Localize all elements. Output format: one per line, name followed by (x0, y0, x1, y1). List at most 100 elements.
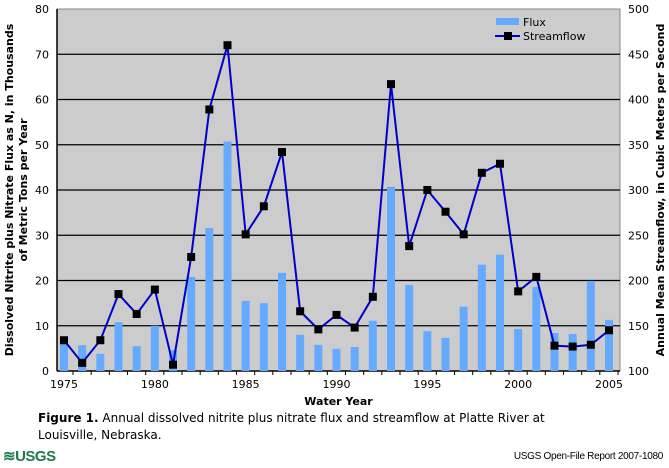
flux-bar (332, 348, 341, 371)
streamflow-marker (350, 323, 359, 332)
y-right-tick-label: 300 (628, 184, 649, 197)
streamflow-marker (114, 290, 123, 299)
x-tick-label: 1985 (232, 378, 260, 391)
streamflow-marker (314, 325, 323, 334)
flux-bar (387, 186, 395, 371)
streamflow-marker (223, 41, 232, 50)
y-right-axis-label: Annual Mean Streamflow, in Cubic Meters … (654, 24, 667, 357)
flux-bar (477, 264, 486, 371)
y-left-tick-label: 50 (35, 139, 49, 152)
streamflow-marker (405, 242, 414, 251)
flux-bar (96, 353, 105, 371)
flux-bar (259, 303, 268, 371)
usgs-logo: ≋USGS (3, 448, 56, 465)
streamflow-marker (550, 341, 559, 350)
streamflow-marker (259, 202, 268, 211)
flux-bar (368, 320, 377, 371)
x-tick-label: 1975 (50, 378, 78, 391)
y-right-tick-label: 350 (628, 139, 649, 152)
y-left-tick-label: 40 (35, 184, 49, 197)
flux-bar (496, 254, 504, 371)
y-left-axis-label-line2: of Metric Tons per Year (17, 118, 30, 262)
streamflow-marker (78, 358, 87, 367)
flux-bar (350, 347, 359, 371)
flux-bar (423, 331, 432, 371)
y-right-tick-label: 100 (628, 365, 649, 378)
flux-bar (586, 280, 595, 371)
flux-bar (132, 346, 141, 371)
y-left-tick-label: 0 (42, 365, 49, 378)
y-left-tick-label: 20 (35, 275, 49, 288)
x-tick-label: 1990 (323, 378, 351, 391)
legend-streamflow-label: Streamflow (523, 30, 585, 43)
streamflow-marker (368, 292, 377, 301)
streamflow-marker (532, 272, 541, 281)
figure-caption: Figure 1. Annual dissolved nitrite plus … (38, 410, 598, 444)
streamflow-marker (96, 336, 105, 345)
caption-label: Figure 1. (38, 411, 99, 425)
y-right-tick-label: 400 (628, 94, 649, 107)
y-right-tick-label: 150 (628, 320, 649, 333)
y-right-tick-label: 500 (628, 3, 649, 16)
flux-bar (532, 286, 541, 371)
x-tick-label: 1995 (413, 378, 441, 391)
streamflow-marker (241, 230, 250, 239)
y-left-axis-label-line1: Dissolved Nitrite plus Nitrate Flux as N… (3, 23, 16, 356)
flux-bar (314, 344, 323, 371)
streamflow-marker (296, 307, 305, 316)
streamflow-marker (514, 287, 523, 296)
flux-bar (60, 339, 68, 371)
flux-bar (514, 328, 523, 371)
y-left-tick-label: 70 (35, 48, 49, 61)
report-id: USGS Open-File Report 2007-1080 (513, 451, 663, 462)
streamflow-marker (332, 310, 341, 319)
flux-bar (459, 306, 468, 371)
y-left-tick-label: 10 (35, 320, 49, 333)
y-left-tick-label: 80 (35, 3, 49, 16)
flux-bar (296, 334, 305, 371)
flux-bar (223, 141, 232, 371)
streamflow-marker (459, 230, 468, 239)
flux-bar (187, 276, 196, 371)
streamflow-marker (441, 207, 450, 216)
x-tick-label: 1980 (141, 378, 169, 391)
legend-flux-swatch (496, 18, 519, 25)
streamflow-marker (568, 342, 577, 351)
flux-bar (150, 325, 159, 371)
y-right-tick-label: 450 (628, 48, 649, 61)
flux-bar (441, 337, 450, 371)
flux-bar (241, 300, 250, 371)
flux-bar (78, 345, 87, 371)
y-left-tick-label: 30 (35, 229, 49, 242)
streamflow-marker (278, 147, 286, 156)
y-right-tick-label: 250 (628, 229, 649, 242)
flux-bar (568, 333, 577, 371)
x-tick-label: 2005 (595, 378, 623, 391)
streamflow-marker (586, 340, 595, 349)
y-right-tick-label: 200 (628, 275, 649, 288)
legend-streamflow-marker (504, 32, 512, 40)
streamflow-marker (60, 336, 68, 345)
x-axis-label: Water Year (304, 395, 373, 408)
streamflow-marker (187, 252, 196, 261)
flux-bar (205, 228, 214, 371)
legend-flux-label: Flux (523, 16, 546, 29)
streamflow-marker (423, 186, 432, 194)
flux-bar (405, 285, 414, 371)
y-left-tick-label: 60 (35, 94, 49, 107)
streamflow-marker (150, 285, 159, 294)
flux-bar (278, 272, 286, 371)
streamflow-marker (205, 105, 214, 114)
x-tick-label: 2000 (504, 378, 532, 391)
flux-bar (114, 322, 123, 371)
streamflow-marker (132, 309, 141, 318)
flux-bar (550, 332, 559, 371)
flux-bar (605, 319, 613, 371)
streamflow-marker (387, 80, 395, 89)
chart: 0 10 20 30 40 50 60 70 80 100 150 200 250 300 350 400 45… (3, 3, 667, 408)
caption-text: Annual dissolved nitrite plus nitrate fl… (38, 411, 545, 442)
streamflow-marker (496, 159, 504, 168)
streamflow-marker (477, 168, 486, 177)
streamflow-marker (169, 360, 177, 369)
